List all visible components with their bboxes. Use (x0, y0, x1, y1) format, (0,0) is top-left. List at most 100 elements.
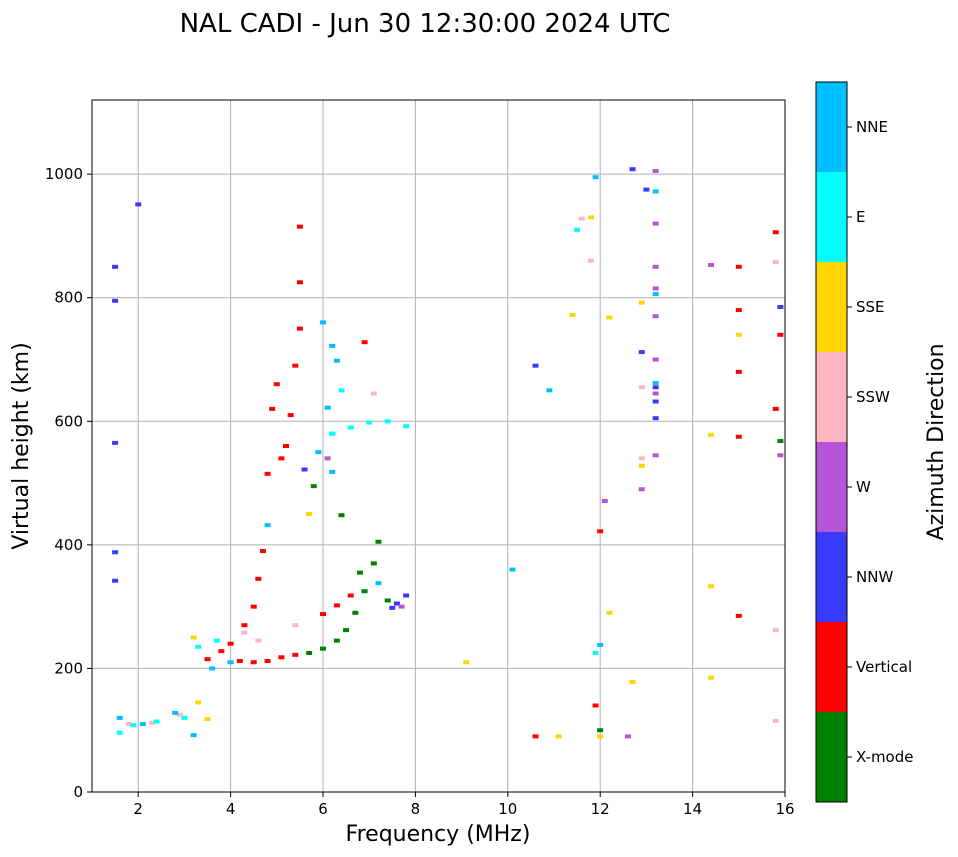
chart-title: NAL CADI - Jun 30 12:30:00 2024 UTC (180, 9, 671, 39)
point-ssw (587, 258, 594, 263)
point-nne (652, 292, 659, 297)
point-vertical (296, 326, 303, 331)
point-vertical (735, 308, 742, 313)
point-e (403, 424, 410, 429)
point-w (652, 221, 659, 226)
point-vertical (292, 363, 299, 368)
point-nne (597, 642, 604, 647)
point-nne (375, 581, 382, 586)
point-x-mode (306, 650, 313, 655)
point-vertical (296, 280, 303, 285)
colorbar-tick-label: E (856, 208, 865, 226)
point-nnw (652, 385, 659, 390)
point-nnw (652, 399, 659, 404)
point-vertical (218, 649, 225, 654)
point-ssw (772, 628, 779, 633)
point-e (153, 719, 160, 724)
point-vertical (278, 655, 285, 660)
colorbar-tick-label: W (856, 478, 871, 496)
point-x-mode (384, 598, 391, 603)
point-vertical (259, 549, 266, 554)
point-ssw (149, 720, 156, 725)
x-tick-label: 2 (133, 800, 143, 818)
point-vertical (735, 264, 742, 269)
point-x-mode (352, 610, 359, 615)
point-vertical (772, 230, 779, 235)
point-vertical (278, 456, 285, 461)
point-e (384, 419, 391, 424)
point-nnw (629, 167, 636, 172)
point-vertical (264, 659, 271, 664)
point-nne (592, 175, 599, 180)
colorbar-segment (816, 712, 847, 802)
point-x-mode (333, 638, 340, 643)
point-nne (315, 450, 322, 455)
colorbar-frame (815, 81, 848, 803)
point-x-mode (361, 589, 368, 594)
point-e (338, 388, 345, 393)
point-e (181, 715, 188, 720)
point-e (574, 227, 581, 232)
point-vertical (283, 444, 290, 448)
point-e (130, 723, 137, 728)
point-sse (735, 332, 742, 337)
point-nnw (112, 550, 119, 555)
colorbar: X-mode Vertical NNW W SSW SSE E NNE (815, 81, 913, 803)
point-sse (195, 700, 202, 705)
point-ssw (638, 385, 645, 390)
grid (92, 100, 786, 793)
point-nnw (652, 416, 659, 421)
y-tick-label: 800 (54, 289, 83, 307)
point-vertical (772, 406, 779, 411)
point-nne (509, 567, 516, 572)
point-e (116, 730, 123, 735)
point-sse (638, 300, 645, 305)
point-nne (333, 358, 340, 363)
point-x-mode (597, 728, 604, 733)
point-vertical (735, 613, 742, 618)
point-x-mode (777, 439, 784, 444)
point-vertical (255, 576, 262, 581)
colorbar-segment (816, 82, 847, 172)
point-sse (606, 610, 613, 615)
point-ssw (772, 259, 779, 264)
point-nne (264, 523, 271, 528)
point-nnw (393, 601, 400, 606)
point-vertical (250, 604, 257, 609)
point-e (592, 650, 599, 655)
point-w (324, 456, 331, 461)
point-vertical (264, 471, 271, 476)
point-ssw (638, 456, 645, 461)
point-w (398, 604, 405, 609)
x-tick-label: 4 (226, 800, 236, 818)
point-vertical (236, 659, 243, 664)
point-nnw (112, 264, 119, 269)
point-sse (204, 717, 211, 722)
colorbar-tick-label: NNE (856, 118, 888, 136)
y-tick-label: 400 (54, 536, 83, 554)
point-w (652, 169, 659, 174)
point-nne (227, 660, 234, 665)
point-sse (708, 432, 715, 437)
x-tick-label: 14 (683, 800, 702, 818)
colorbar-tick-label: NNW (856, 568, 893, 586)
point-nne (116, 715, 123, 720)
point-nne (329, 469, 336, 474)
point-nnw (135, 202, 142, 207)
point-nne (324, 405, 331, 410)
point-sse (569, 313, 576, 318)
x-tick-label: 12 (591, 800, 610, 818)
point-ssw (241, 630, 248, 635)
point-w (652, 357, 659, 362)
point-sse (587, 215, 594, 220)
x-tick-label: 8 (411, 800, 421, 818)
x-tick-label: 6 (318, 800, 328, 818)
point-sse (597, 734, 604, 739)
point-nnw (301, 467, 308, 472)
point-nne (329, 343, 336, 348)
point-vertical (532, 734, 539, 739)
point-x-mode (370, 561, 377, 566)
point-sse (629, 680, 636, 685)
point-nne (139, 722, 146, 727)
